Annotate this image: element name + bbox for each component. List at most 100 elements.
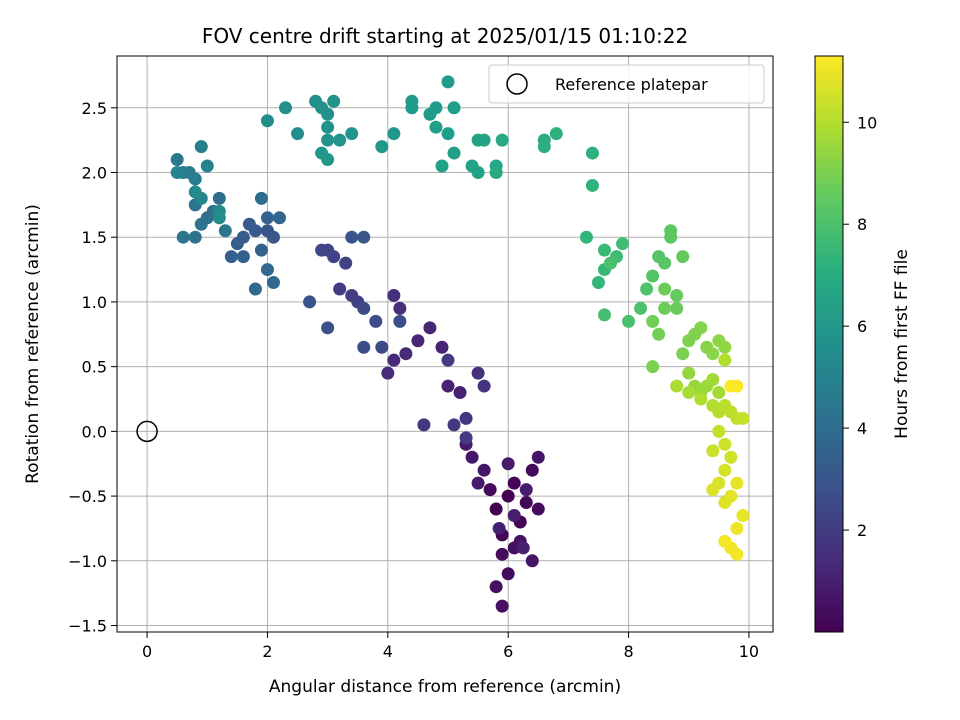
y-tick-label: 1.0 xyxy=(82,293,107,312)
data-point xyxy=(489,580,503,594)
data-point xyxy=(321,153,335,167)
x-axis-ticks: 0 2 4 6 8 10 xyxy=(142,632,759,661)
data-point xyxy=(393,314,407,328)
data-point xyxy=(375,340,389,354)
data-point xyxy=(441,75,455,89)
colorbar-tick-label: 6 xyxy=(857,317,867,336)
data-point xyxy=(224,250,238,264)
data-point xyxy=(429,101,443,115)
y-tick-label: 0.0 xyxy=(82,422,107,441)
data-point xyxy=(321,321,335,335)
data-point xyxy=(188,230,202,244)
colorbar-tick-label: 4 xyxy=(857,419,867,438)
data-point xyxy=(694,321,708,335)
data-point xyxy=(501,489,515,503)
data-point xyxy=(664,224,678,238)
data-point xyxy=(447,146,461,160)
data-point xyxy=(369,314,383,328)
data-point xyxy=(405,101,419,115)
data-point xyxy=(616,237,630,251)
data-point xyxy=(646,360,660,374)
data-point xyxy=(266,230,280,244)
data-point xyxy=(591,276,605,290)
data-point xyxy=(483,483,497,497)
data-point xyxy=(495,133,509,147)
data-point xyxy=(471,366,485,380)
data-point xyxy=(658,282,672,296)
data-point xyxy=(315,243,329,257)
data-point xyxy=(260,263,274,277)
data-point xyxy=(706,373,720,387)
x-tick-label: 0 xyxy=(142,642,152,661)
data-point xyxy=(375,140,389,154)
data-point xyxy=(447,101,461,115)
data-point xyxy=(646,314,660,328)
data-point xyxy=(640,282,654,296)
data-point xyxy=(706,444,720,458)
x-tick-label: 10 xyxy=(739,642,759,661)
data-point xyxy=(736,411,750,425)
data-point xyxy=(477,379,491,393)
data-point xyxy=(321,133,335,147)
data-point xyxy=(489,502,503,516)
data-point xyxy=(194,140,208,154)
data-point xyxy=(694,392,708,406)
data-point xyxy=(519,483,533,497)
data-point xyxy=(333,133,347,147)
data-point xyxy=(646,269,660,283)
reference-point-marker xyxy=(136,420,158,443)
x-axis-label: Angular distance from reference (arcmin) xyxy=(269,677,621,697)
data-point xyxy=(670,379,684,393)
y-tick-label: 1.5 xyxy=(82,228,107,247)
data-point xyxy=(411,334,425,348)
data-point xyxy=(345,127,359,141)
data-point xyxy=(387,288,401,302)
data-point xyxy=(724,489,738,503)
data-points xyxy=(170,75,750,613)
legend: Reference platepar xyxy=(488,64,765,104)
data-point xyxy=(459,411,473,425)
data-point xyxy=(531,502,545,516)
data-point xyxy=(254,191,268,205)
data-point xyxy=(393,301,407,315)
data-point xyxy=(303,295,317,309)
data-point xyxy=(236,250,250,264)
y-axis-label: Rotation from reference (arcmin) xyxy=(23,204,43,484)
data-point xyxy=(549,127,563,141)
data-point xyxy=(291,127,305,141)
legend-reference-marker xyxy=(506,73,528,95)
data-point xyxy=(230,237,244,251)
data-point xyxy=(254,243,268,257)
y-tick-label: 2.5 xyxy=(82,99,107,118)
data-point xyxy=(718,340,732,354)
data-point xyxy=(459,431,473,445)
data-point xyxy=(441,127,455,141)
data-point xyxy=(170,165,184,179)
data-point xyxy=(357,230,371,244)
data-point xyxy=(519,496,533,510)
data-point xyxy=(441,353,455,367)
plot-frame xyxy=(116,55,774,633)
data-point xyxy=(507,509,521,523)
legend-box xyxy=(488,64,765,104)
x-tick-label: 4 xyxy=(383,642,393,661)
data-point xyxy=(706,483,720,497)
colorbar-tick-label: 2 xyxy=(857,521,867,540)
data-point xyxy=(495,547,509,561)
reference-point-layer xyxy=(136,420,158,443)
data-point xyxy=(492,521,506,535)
data-point xyxy=(724,450,738,464)
data-point xyxy=(248,282,262,296)
data-point xyxy=(212,191,226,205)
data-point xyxy=(501,457,515,471)
data-point xyxy=(489,165,503,179)
y-tick-label: −0.5 xyxy=(68,487,107,506)
data-point xyxy=(266,276,280,290)
data-point xyxy=(176,230,190,244)
data-point xyxy=(417,418,431,432)
data-point xyxy=(730,379,744,393)
data-point xyxy=(170,153,184,167)
grid-lines xyxy=(117,56,773,632)
data-point xyxy=(435,340,449,354)
